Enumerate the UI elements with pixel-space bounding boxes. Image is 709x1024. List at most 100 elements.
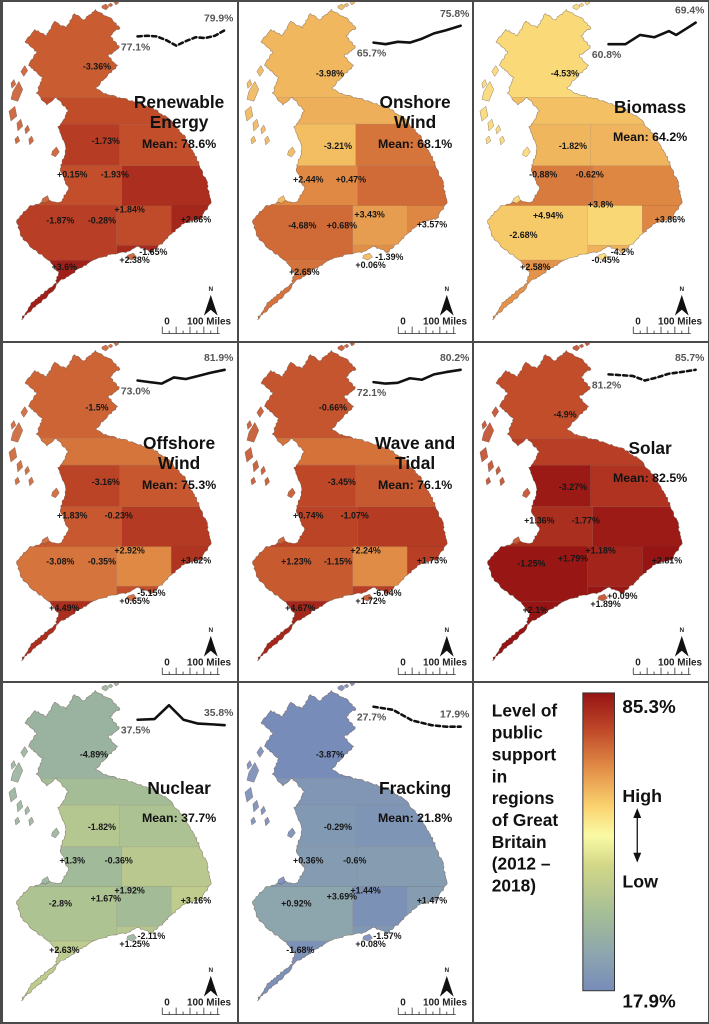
- svg-text:+4.94%: +4.94%: [533, 210, 563, 220]
- svg-text:0: 0: [635, 317, 641, 328]
- svg-text:+0.47%: +0.47%: [335, 175, 365, 185]
- svg-text:81.2%: 81.2%: [592, 380, 621, 391]
- svg-text:Mean: 82.5%: Mean: 82.5%: [613, 470, 687, 484]
- svg-text:+2.58%: +2.58%: [520, 262, 550, 272]
- svg-text:-4.9%: -4.9%: [553, 409, 576, 419]
- svg-text:+3.86%: +3.86%: [655, 214, 685, 224]
- svg-text:+1.79%: +1.79%: [558, 553, 588, 563]
- svg-text:-4.89%: -4.89%: [80, 749, 108, 759]
- svg-text:+2.1%: +2.1%: [523, 604, 549, 614]
- svg-text:0: 0: [400, 657, 406, 668]
- svg-text:High: High: [622, 786, 662, 806]
- svg-text:Biomass: Biomass: [614, 97, 686, 117]
- svg-text:-1.93%: -1.93%: [101, 170, 129, 180]
- svg-text:-3.45%: -3.45%: [327, 476, 355, 486]
- svg-text:Mean: 76.1%: Mean: 76.1%: [378, 477, 452, 491]
- svg-text:100 Miles: 100 Miles: [658, 317, 702, 328]
- svg-text:+1.25%: +1.25%: [119, 939, 149, 949]
- svg-text:-0.88%: -0.88%: [529, 170, 557, 180]
- svg-text:65.7%: 65.7%: [356, 48, 385, 59]
- svg-text:73.0%: 73.0%: [121, 386, 150, 397]
- svg-text:-1.73%: -1.73%: [92, 136, 120, 146]
- svg-text:-0.35%: -0.35%: [88, 556, 116, 566]
- svg-text:+3.6%: +3.6%: [52, 262, 78, 272]
- svg-text:100 Miles: 100 Miles: [187, 998, 231, 1009]
- svg-text:+3.8%: +3.8%: [588, 199, 614, 209]
- svg-text:+2.38%: +2.38%: [119, 255, 149, 265]
- svg-text:+0.68%: +0.68%: [326, 220, 356, 230]
- svg-text:Solar: Solar: [628, 438, 672, 458]
- svg-text:17.9%: 17.9%: [622, 991, 676, 1012]
- svg-text:0: 0: [400, 317, 406, 328]
- svg-text:+0.06%: +0.06%: [355, 260, 385, 270]
- svg-text:+0.92%: +0.92%: [281, 898, 311, 908]
- svg-text:Mean: 68.1%: Mean: 68.1%: [378, 137, 452, 151]
- svg-text:+0.74%: +0.74%: [293, 510, 323, 520]
- svg-text:N: N: [208, 626, 213, 633]
- svg-text:-0.29%: -0.29%: [323, 822, 351, 832]
- svg-text:Mean: 64.2%: Mean: 64.2%: [613, 130, 687, 144]
- svg-text:+1.89%: +1.89%: [590, 599, 620, 609]
- svg-text:60.8%: 60.8%: [592, 50, 621, 61]
- svg-text:Energy: Energy: [150, 112, 209, 132]
- svg-text:+1.36%: +1.36%: [524, 515, 554, 525]
- svg-text:-1.82%: -1.82%: [559, 141, 587, 151]
- svg-text:-2.68%: -2.68%: [509, 230, 537, 240]
- svg-text:-3.36%: -3.36%: [83, 61, 111, 71]
- svg-text:Low: Low: [622, 871, 658, 891]
- svg-text:+1.72%: +1.72%: [355, 596, 385, 606]
- svg-text:+0.15%: +0.15%: [57, 170, 87, 180]
- svg-text:-1.77%: -1.77%: [572, 515, 600, 525]
- svg-text:Mean: 37.7%: Mean: 37.7%: [142, 811, 216, 825]
- svg-text:100 Miles: 100 Miles: [423, 317, 467, 328]
- svg-text:+2.86%: +2.86%: [181, 214, 211, 224]
- svg-text:+3.16%: +3.16%: [181, 895, 211, 905]
- svg-text:-1.5%: -1.5%: [85, 402, 108, 412]
- svg-text:+2.44%: +2.44%: [293, 175, 323, 185]
- svg-text:+1.47%: +1.47%: [416, 895, 446, 905]
- svg-text:-1.68%: -1.68%: [286, 945, 314, 955]
- svg-text:-1.87%: -1.87%: [46, 215, 74, 225]
- svg-text:27.7%: 27.7%: [356, 713, 385, 724]
- svg-text:Mean: 78.6%: Mean: 78.6%: [142, 137, 216, 151]
- svg-text:+2.65%: +2.65%: [289, 267, 319, 277]
- svg-text:-1.07%: -1.07%: [340, 510, 368, 520]
- svg-text:Wind: Wind: [394, 112, 436, 132]
- svg-text:Offshore: Offshore: [143, 433, 215, 453]
- svg-text:100 Miles: 100 Miles: [187, 317, 231, 328]
- svg-text:Mean: 75.3%: Mean: 75.3%: [142, 477, 216, 491]
- svg-text:-3.16%: -3.16%: [92, 476, 120, 486]
- svg-text:+0.36%: +0.36%: [293, 856, 323, 866]
- svg-text:-3.98%: -3.98%: [315, 68, 343, 78]
- svg-text:Mean: 21.8%: Mean: 21.8%: [378, 811, 452, 825]
- svg-text:+1.92%: +1.92%: [114, 885, 144, 895]
- svg-text:N: N: [444, 626, 449, 633]
- svg-text:-1.25%: -1.25%: [517, 558, 545, 568]
- svg-text:-0.62%: -0.62%: [576, 170, 604, 180]
- svg-text:Nuclear: Nuclear: [147, 778, 211, 798]
- svg-text:Onshore: Onshore: [379, 92, 450, 112]
- svg-text:+4.67%: +4.67%: [285, 603, 315, 613]
- svg-text:+3.62%: +3.62%: [181, 555, 211, 565]
- svg-text:-1.82%: -1.82%: [88, 822, 116, 832]
- svg-text:N: N: [679, 286, 684, 293]
- svg-text:+1.83%: +1.83%: [57, 510, 87, 520]
- svg-text:77.1%: 77.1%: [121, 42, 150, 53]
- svg-text:-0.23%: -0.23%: [105, 510, 133, 520]
- svg-text:+1.3%: +1.3%: [60, 856, 86, 866]
- svg-text:81.9%: 81.9%: [204, 352, 233, 363]
- svg-text:100 Miles: 100 Miles: [658, 657, 702, 668]
- svg-text:85.7%: 85.7%: [675, 352, 704, 363]
- svg-text:0: 0: [400, 998, 406, 1009]
- svg-text:+1.23%: +1.23%: [281, 556, 311, 566]
- svg-text:80.2%: 80.2%: [439, 352, 468, 363]
- svg-text:Tidal: Tidal: [395, 453, 435, 473]
- svg-text:-3.27%: -3.27%: [559, 481, 587, 491]
- svg-text:75.8%: 75.8%: [439, 9, 468, 20]
- svg-text:-3.08%: -3.08%: [46, 556, 74, 566]
- svg-text:-1.15%: -1.15%: [323, 556, 351, 566]
- svg-text:Wind: Wind: [158, 453, 200, 473]
- svg-text:72.1%: 72.1%: [356, 387, 385, 398]
- svg-text:Wave and: Wave and: [375, 433, 455, 453]
- svg-text:-0.45%: -0.45%: [591, 255, 619, 265]
